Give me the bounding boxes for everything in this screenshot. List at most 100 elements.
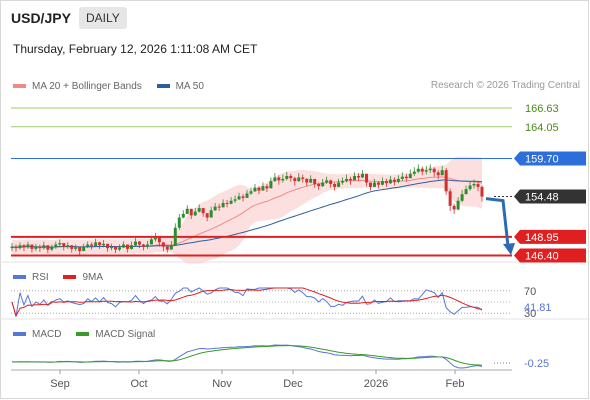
level-tag-159.70 (514, 151, 586, 166)
candle-body (145, 244, 149, 247)
level-label-164.05: 164.05 (525, 122, 559, 134)
candle-body (468, 185, 472, 190)
candle-body (460, 194, 464, 201)
candle-body (408, 173, 412, 179)
legend-label-macd: MACD (32, 328, 62, 340)
candle-body (265, 186, 269, 189)
candle-body (169, 245, 173, 250)
legend-label-ma50: MA 50 (175, 80, 204, 92)
macd-signal-line (12, 345, 483, 366)
candle-body (448, 191, 452, 206)
candle-body (424, 170, 428, 172)
candle-body (193, 211, 197, 216)
rsi-ma-swatch (63, 275, 77, 279)
main-legend: MA 20 + Bollinger Bands MA 50 (13, 80, 216, 92)
candles (10, 164, 484, 255)
legend-label-rsi-ma: 9MA (82, 271, 104, 283)
legend-label-macd-signal: MACD Signal (95, 328, 156, 340)
candle-body (241, 196, 245, 198)
candle-body (26, 244, 30, 248)
candle-body (341, 181, 345, 183)
candle-body (213, 206, 217, 211)
projection-arrowhead (503, 242, 515, 255)
candle-body (349, 178, 353, 181)
candle-body (46, 245, 50, 250)
candle-body (325, 180, 329, 183)
macd-legend: MACD MACD Signal (13, 328, 167, 340)
candle-body (133, 241, 137, 246)
candle-body (444, 170, 448, 192)
x-tick-label: Nov (212, 378, 232, 390)
candle-body (297, 177, 301, 182)
candle-body (404, 176, 408, 179)
ma20-swatch (13, 84, 26, 88)
legend-item-rsi: RSI (13, 272, 49, 283)
candle-body (357, 175, 361, 178)
candle-body (74, 247, 78, 249)
copyright: Research © 2026 Trading Central (430, 80, 580, 91)
candle-body (70, 245, 74, 249)
candle-body (54, 244, 58, 248)
candle-body (205, 213, 209, 218)
candle-body (38, 246, 42, 249)
candle-body (372, 182, 376, 187)
candle-body (364, 173, 368, 183)
candle-body (185, 208, 189, 214)
candle-body (62, 243, 66, 247)
candle-body (50, 247, 54, 250)
candle-body (90, 244, 94, 246)
candle-body (253, 187, 257, 192)
candle-body (257, 187, 261, 191)
candle-body (476, 184, 480, 187)
candle-body (122, 244, 126, 248)
rsi-level-label: 70 (524, 286, 536, 298)
candle-body (82, 246, 86, 252)
symbol-title: USD/JPY (11, 10, 71, 26)
candle-body (126, 244, 130, 249)
candle-body (368, 182, 372, 187)
macd-line (11, 344, 483, 369)
candle-body (118, 247, 122, 250)
level-label-148.95: 148.95 (525, 232, 559, 244)
candle-body (110, 246, 114, 249)
period-button[interactable]: DAILY (79, 7, 127, 29)
macd-last-label: -0.25 (524, 358, 549, 370)
candle-body (14, 246, 18, 249)
level-tag-146.40 (514, 248, 586, 263)
legend-label-rsi: RSI (32, 271, 49, 283)
candle-body (114, 246, 118, 250)
ma50-swatch (156, 84, 170, 88)
candle-body (137, 241, 141, 245)
candle-body (157, 237, 161, 243)
candle-body (181, 213, 185, 218)
candle-body (30, 244, 34, 249)
candle-body (98, 242, 102, 246)
candle-body (245, 193, 249, 198)
candle-body (177, 217, 181, 228)
level-label-166.63: 166.63 (525, 103, 559, 115)
candle-body (233, 199, 237, 201)
candle-body (309, 178, 313, 183)
candle-body (78, 247, 82, 252)
candle-body (281, 178, 285, 181)
candle-body (221, 202, 225, 208)
candle-body (313, 178, 317, 185)
candle-body (217, 206, 221, 208)
candle-body (345, 178, 349, 182)
level-label-159.70: 159.70 (525, 153, 559, 165)
candle-body (416, 168, 420, 172)
candle-body (94, 242, 98, 246)
timestamp: Thursday, February 12, 2026 1:11:08 AM C… (13, 42, 258, 56)
candle-body (384, 181, 388, 184)
candle-body (18, 245, 22, 249)
candle-body (329, 180, 333, 185)
candle-body (129, 245, 133, 249)
rsi-swatch (13, 275, 26, 279)
candle-body (42, 245, 46, 249)
candle-body (464, 189, 468, 195)
level-label-154.48: 154.48 (525, 192, 559, 204)
candle-body (480, 186, 484, 197)
ma50-line (11, 179, 483, 248)
level-tag-148.95 (514, 229, 586, 244)
